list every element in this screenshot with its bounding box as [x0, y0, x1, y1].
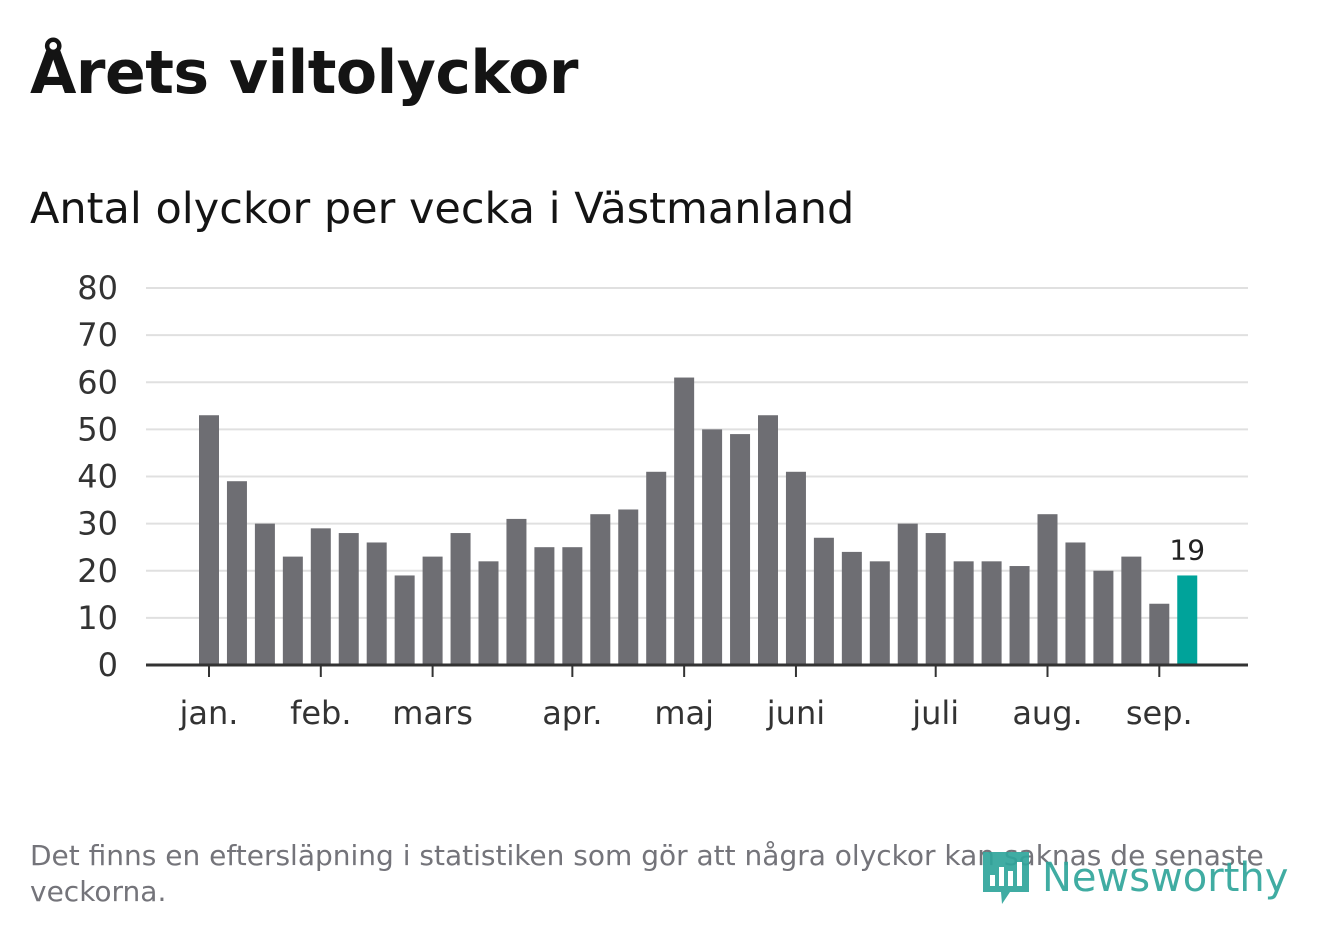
y-tick-label: 40 [77, 458, 118, 496]
y-axis-labels: 0 10 20 30 40 50 60 70 80 [77, 269, 118, 684]
bar [869, 561, 890, 665]
bar [394, 575, 415, 665]
x-tick-label: sep. [1126, 694, 1193, 732]
y-tick-label: 30 [77, 505, 118, 543]
bar [282, 556, 303, 665]
bar [813, 537, 834, 665]
bar-highlight [1177, 575, 1198, 665]
bar [478, 561, 499, 665]
bar [1121, 556, 1142, 665]
y-tick-label: 20 [77, 552, 118, 590]
x-tick-label: maj [654, 694, 714, 732]
bars [199, 377, 1198, 665]
bar [925, 533, 946, 665]
bar [618, 509, 639, 665]
bar [758, 415, 778, 665]
bar [981, 561, 1002, 665]
y-tick-label: 50 [77, 410, 118, 448]
data-labels: 19 [1169, 533, 1205, 566]
y-tick-label: 80 [77, 269, 118, 307]
bar [646, 471, 667, 665]
bar [338, 533, 359, 665]
bar [1009, 566, 1030, 665]
x-tick-label: mars [392, 694, 473, 732]
x-tick-label: juni [766, 694, 825, 732]
bar [506, 518, 527, 665]
footnote: Det finns en eftersläpning i statistiken… [30, 839, 1264, 908]
chart-title: Årets viltolyckor [30, 38, 579, 108]
bar [562, 547, 583, 665]
y-tick-label: 60 [77, 363, 118, 401]
bar [1037, 514, 1058, 665]
bar [422, 556, 443, 665]
x-axis-ticks: jan. feb. mars apr. maj juni juli aug. sep. [179, 665, 1193, 732]
bar [534, 547, 555, 665]
bar [1065, 542, 1086, 665]
bar [450, 533, 471, 665]
x-tick-label: feb. [290, 694, 351, 732]
bar [841, 551, 862, 665]
bar [897, 523, 918, 665]
bar [590, 514, 611, 665]
bar [702, 429, 723, 665]
bar [1093, 570, 1114, 665]
data-label: 19 [1169, 533, 1205, 566]
brand-name: Newsworthy [1042, 855, 1289, 901]
bar [953, 561, 974, 665]
bar [1149, 603, 1170, 665]
x-tick-label: juli [911, 694, 959, 732]
y-tick-label: 10 [77, 599, 118, 637]
y-tick-label: 0 [98, 646, 118, 684]
x-tick-label: aug. [1012, 694, 1082, 732]
x-tick-label: apr. [542, 694, 602, 732]
bar [674, 377, 695, 665]
bar [785, 471, 806, 665]
bar [366, 542, 387, 665]
y-tick-label: 70 [77, 316, 118, 354]
grid-lines [146, 287, 1248, 619]
newsworthy-logo-icon [983, 852, 1029, 904]
bar-chart: 0 10 20 30 40 50 60 70 80 jan. feb. mars apr. maj jun… [77, 269, 1248, 732]
bar [310, 528, 331, 665]
bar [199, 415, 219, 665]
chart-subtitle: Antal olyckor per vecka i Västmanland [30, 184, 855, 234]
bar [254, 523, 275, 665]
newsworthy-brand[interactable]: Newsworthy [980, 848, 1288, 908]
bar [226, 481, 247, 665]
bar [730, 434, 751, 665]
x-tick-label: jan. [179, 694, 239, 732]
